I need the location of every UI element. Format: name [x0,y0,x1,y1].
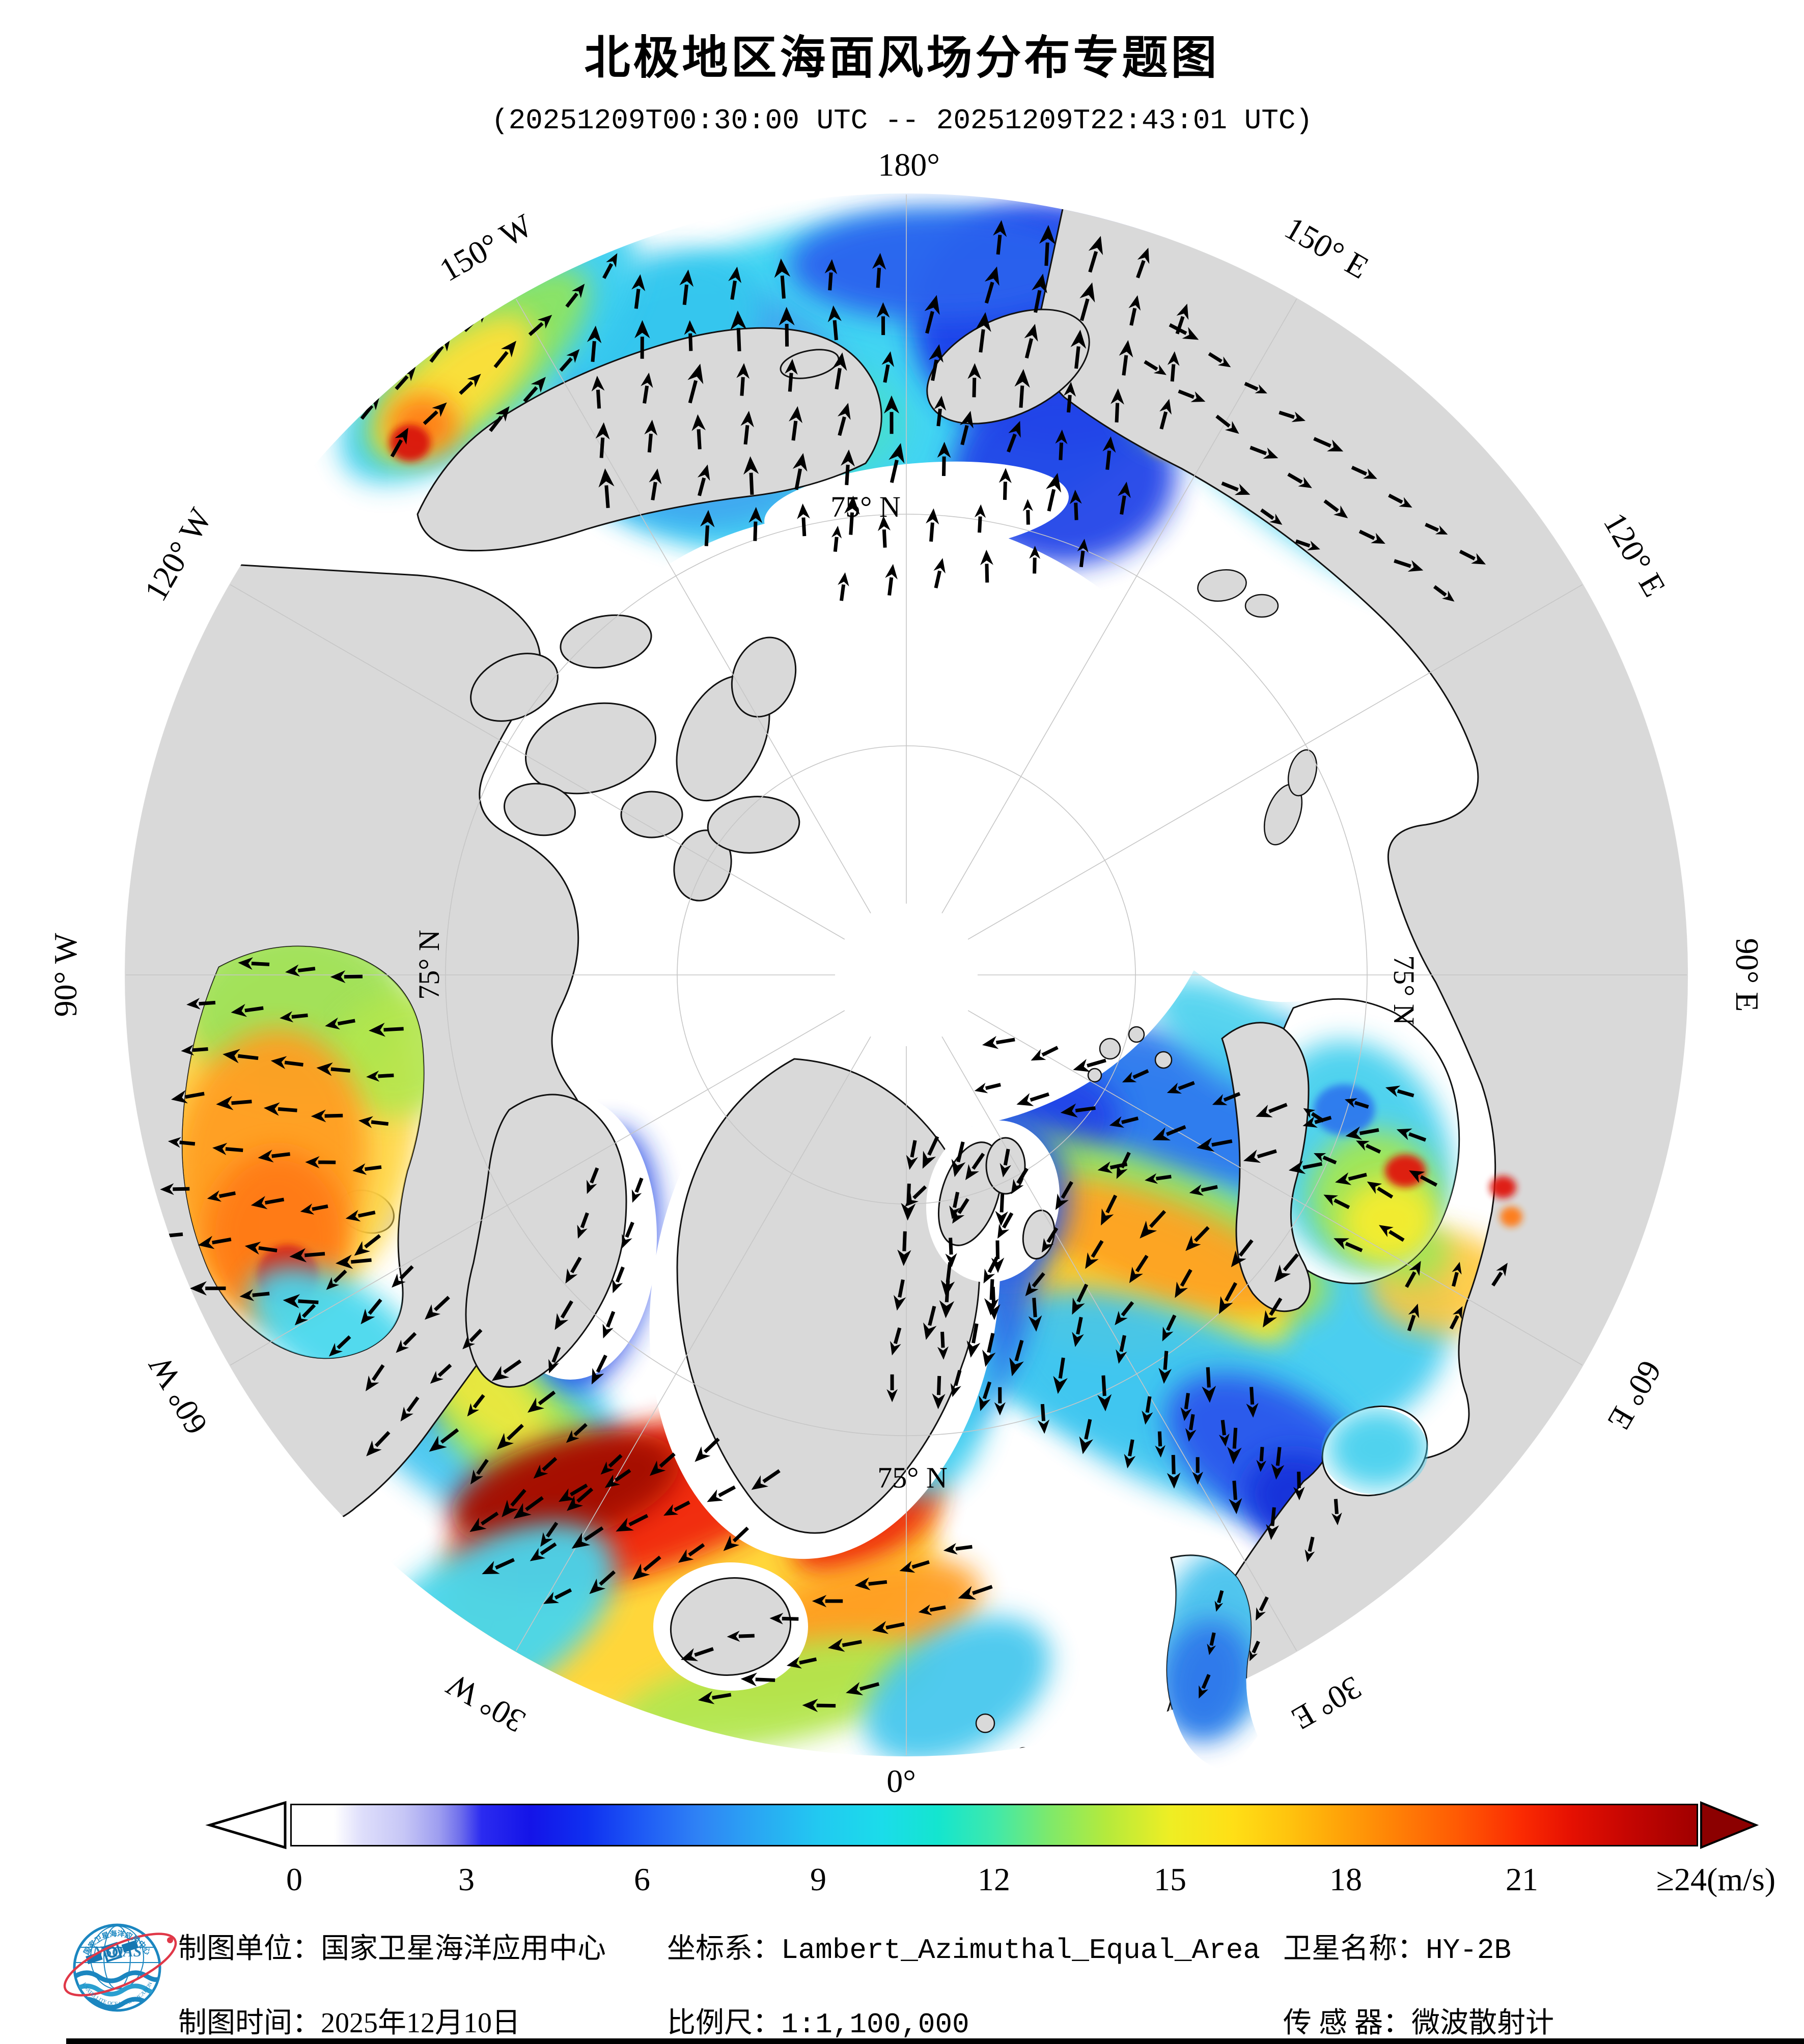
arctic-ice-cap [520,512,1228,1133]
coastal-wind-spots [1490,1176,1522,1227]
colorbar-right-arrow [1700,1801,1759,1849]
lon-label-150e: 150° E [1279,209,1375,286]
colorbar-tick: 12 [978,1861,1010,1897]
lon-label-180: 180° [878,147,940,183]
logo-satellite-icon [86,1940,139,1965]
colorbar-tick: 21 [1506,1861,1538,1897]
lon-label-60w: 60° W [141,1350,214,1441]
lat-label-75n-bottom: 75° N [877,1461,948,1494]
bering-strait-white [764,461,1069,557]
footer-mapping-unit: 制图单位：国家卫星海洋应用中心 [178,1933,606,1965]
colorbar-gradient [290,1804,1698,1846]
colorbar-tick: 9 [810,1861,826,1897]
lon-label-0: 0° [886,1763,916,1799]
kara-sea-wind [1262,1041,1452,1271]
nsoas-logo: NSOAS 国家卫星海洋应用中心 NATIONAL SATELLITE OCEA… [63,1923,177,2012]
novaya-zemlya-island [1221,1022,1311,1312]
severnaya-zemlya-islands [1263,749,1318,846]
lon-label-30w: 30° W [440,1666,532,1740]
lat-label-75n-right: 75° N [1387,955,1421,1025]
lon-label-90e: 90° E [1729,938,1765,1012]
colorbar-tick: 18 [1329,1861,1362,1897]
colorbar-tick: 3 [458,1861,475,1897]
new-siberian-islands [1197,569,1279,618]
lat-label-75n-top: 75° N [830,490,901,523]
laptev-white [1154,830,1372,1002]
lon-label-30e: 30° E [1286,1669,1368,1738]
lon-label-90w: 90° W [47,933,84,1017]
white-sea-wind [1326,1408,1428,1489]
footer-satellite-name: 卫星名称：HY-2B [1283,1933,1512,1967]
lon-label-60e: 60° E [1601,1354,1669,1436]
lon-label-120e: 120° E [1597,507,1673,603]
graticule [126,194,1687,1755]
colorbar-tick: 6 [634,1861,650,1897]
colorbar-tick: 15 [1154,1861,1186,1897]
lon-label-120w: 120° W [137,502,218,607]
footer-coordinate-system: 坐标系：Lambert_Azimuthal_Equal_Area [667,1933,1260,1967]
lon-label-150w: 150° W [433,207,538,288]
page-title: 北极地区海面风场分布专题图 [584,31,1220,85]
footer-sensor: 传 感 器：微波散射计 [1283,2007,1554,2039]
colorbar-tick-max: ≥24(m/s) [1656,1861,1776,1897]
lat-label-75n-left: 75° N [412,930,446,1000]
time-range-subtitle: (20251209T00:30:00 UTC -- 20251209T22:43… [491,104,1313,137]
franz-josef-islands [1087,1026,1173,1083]
bottom-border-strip [66,2038,1804,2044]
canadian-archipelago [339,614,800,1388]
footer-mapping-date: 制图时间：2025年12月10日 [178,2007,520,2039]
colorbar-tick: 0 [286,1861,302,1897]
colorbar-left-arrow [205,1801,287,1850]
footer-map-scale: 比例尺：1:1,100,000 [667,2007,969,2041]
